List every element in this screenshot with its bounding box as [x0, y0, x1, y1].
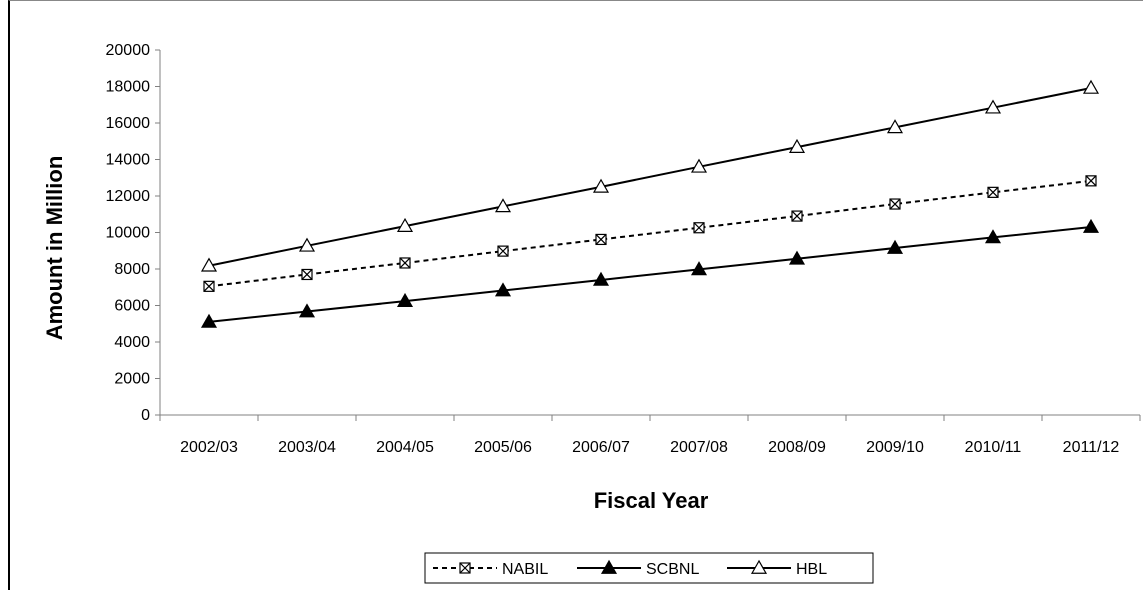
data-point-hbl [200, 257, 218, 272]
marker-cross-b [301, 269, 313, 280]
data-point-hbl [494, 198, 512, 213]
marker-cross-b [459, 562, 471, 574]
data-point-hbl [396, 217, 414, 232]
x-tick-label: 2010/11 [965, 439, 1022, 456]
y-tick-label: 4000 [114, 334, 150, 351]
legend-label-hbl: HBL [796, 561, 827, 578]
marker-cross-b [1085, 175, 1097, 187]
data-point-hbl [984, 99, 1002, 114]
data-point-hbl [298, 237, 316, 252]
legend-box [424, 552, 874, 584]
marker-cross-b [987, 186, 999, 198]
data-point-nabil [1085, 175, 1097, 187]
data-point-hbl [788, 138, 806, 153]
series-line-nabil [208, 179, 1092, 288]
data-point-nabil [791, 210, 803, 222]
x-tick-label: 2003/04 [278, 439, 336, 456]
data-point-scbnl [788, 250, 806, 265]
data-point-scbnl [396, 292, 414, 307]
marker-cross-b [889, 198, 901, 210]
y-axis-title: Amount in Million [42, 156, 67, 341]
y-tick-label: 8000 [114, 261, 150, 278]
x-tick-label: 2005/06 [474, 439, 532, 456]
data-point-scbnl [886, 239, 904, 254]
legend-marker-hbl [750, 559, 768, 574]
series-lines [208, 86, 1092, 323]
x-tick-label: 2006/07 [572, 439, 630, 456]
legend: NABIL SCBNL HBL [424, 552, 874, 584]
y-tick-label: 12000 [106, 188, 151, 205]
x-tick-label: 2007/08 [670, 439, 728, 456]
y-tick-label: 2000 [114, 371, 150, 388]
data-point-scbnl [984, 229, 1002, 244]
legend-label-scbnl: SCBNL [646, 561, 699, 578]
x-axis-title: Fiscal Year [594, 488, 709, 513]
data-point-scbnl [1082, 218, 1100, 233]
y-tick-label: 16000 [106, 115, 151, 132]
data-point-nabil [693, 222, 705, 234]
series-line-scbnl [208, 226, 1092, 323]
chart-frame [8, 0, 1143, 590]
data-point-nabil [497, 245, 509, 257]
tick-labels: 0 2000 4000 6000 8000 10000 12000 14000 16000 180… [106, 42, 1120, 456]
data-point-scbnl [200, 313, 218, 328]
data-point-nabil [203, 280, 215, 292]
data-point-scbnl [592, 271, 610, 286]
y-tick-label: 10000 [106, 225, 151, 242]
marker-cross-b [497, 245, 509, 257]
data-point-scbnl [690, 261, 708, 276]
y-tick-label: 0 [141, 407, 150, 424]
marker-cross-b [399, 257, 411, 269]
x-tick-label: 2008/09 [768, 439, 826, 456]
legend-label-nabil: NABIL [502, 561, 548, 578]
y-tick-label: 18000 [106, 79, 151, 96]
series-markers [200, 79, 1100, 328]
data-point-scbnl [298, 303, 316, 318]
marker-cross-b [595, 234, 607, 245]
marker-cross-b [203, 280, 215, 292]
legend-marker-scbnl [600, 559, 618, 574]
series-line-hbl [208, 86, 1092, 267]
axes [155, 49, 1141, 421]
x-tick-label: 2004/05 [376, 439, 434, 456]
data-point-hbl [1082, 79, 1100, 94]
data-point-nabil [889, 198, 901, 210]
data-point-nabil [399, 257, 411, 269]
y-tick-label: 6000 [114, 298, 150, 315]
y-tick-label: 20000 [106, 42, 151, 59]
data-point-nabil [987, 186, 999, 198]
data-point-scbnl [494, 282, 512, 297]
data-point-hbl [886, 119, 904, 134]
data-point-hbl [592, 178, 610, 193]
x-tick-label: 2009/10 [866, 439, 924, 456]
marker-cross-b [791, 210, 803, 222]
data-point-hbl [690, 158, 708, 173]
data-point-nabil [301, 268, 313, 281]
y-tick-label: 14000 [106, 152, 151, 169]
x-tick-label: 2011/12 [1063, 439, 1120, 456]
marker-cross-b [693, 222, 705, 234]
data-point-nabil [595, 233, 607, 246]
x-tick-label: 2002/03 [180, 439, 238, 456]
legend-marker-nabil [459, 562, 471, 574]
